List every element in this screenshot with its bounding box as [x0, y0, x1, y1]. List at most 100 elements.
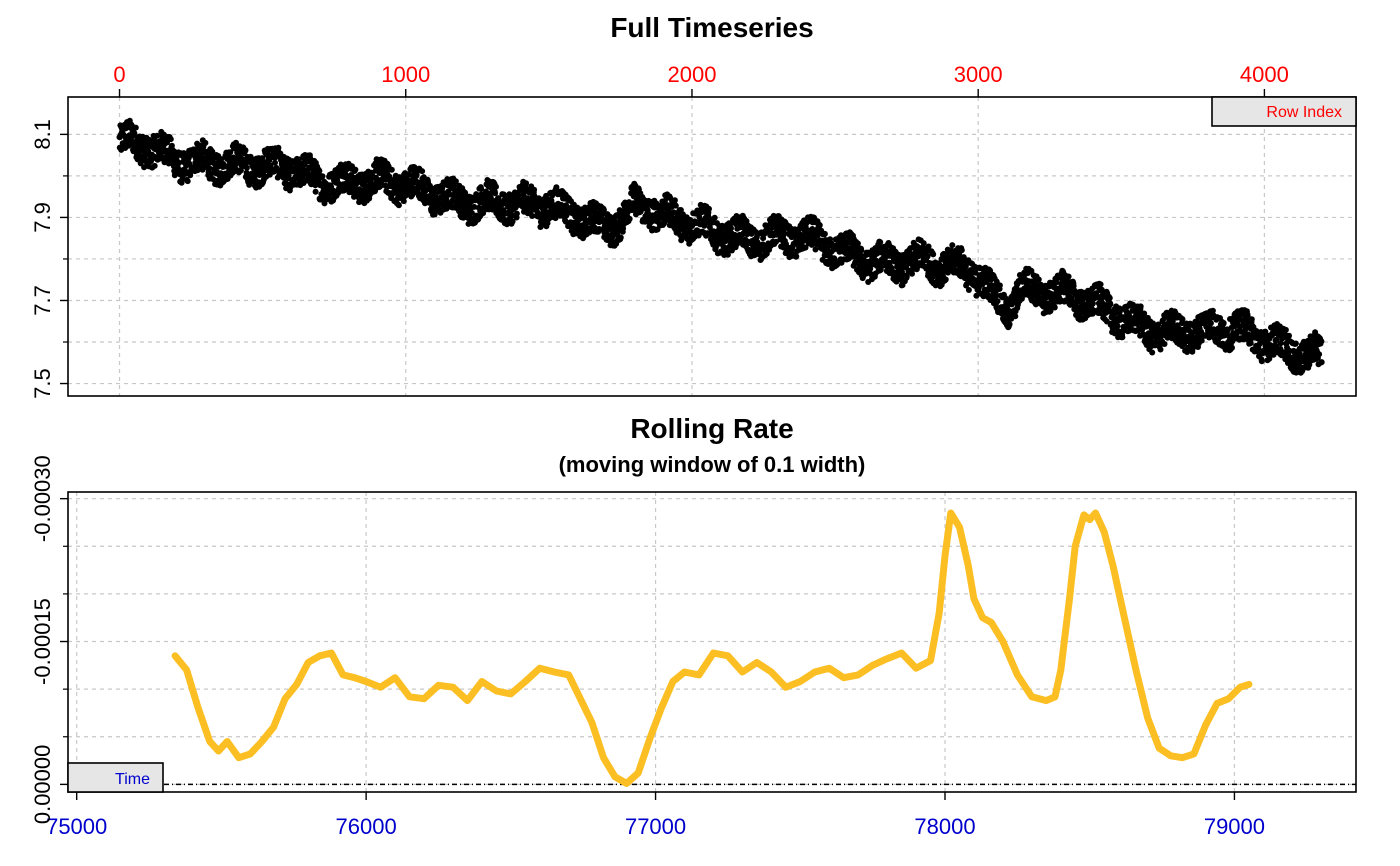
timeseries-point — [209, 148, 216, 155]
timeseries-point — [515, 192, 522, 199]
timeseries-point — [184, 178, 191, 185]
timeseries-point — [1286, 332, 1292, 339]
timeseries-point — [316, 167, 323, 174]
timeseries-point — [218, 156, 225, 163]
full-timeseries-title: Full Timeseries — [610, 12, 813, 43]
timeseries-point — [858, 247, 865, 254]
timeseries-point — [132, 124, 139, 131]
timeseries-point — [600, 206, 607, 213]
y-tick-label: 7.5 — [30, 368, 55, 399]
timeseries-point — [1318, 338, 1325, 345]
timeseries-point — [1198, 337, 1205, 344]
timeseries-point — [828, 240, 835, 247]
time-tick-label: 75000 — [46, 814, 107, 839]
y-tick-label: -0.00030 — [30, 455, 55, 542]
timeseries-point — [1035, 276, 1042, 283]
timeseries-point — [1098, 286, 1105, 293]
timeseries-point — [509, 212, 515, 219]
timeseries-point — [151, 162, 158, 169]
timeseries-point — [1089, 300, 1096, 307]
timeseries-point — [930, 251, 937, 258]
timeseries-point — [285, 172, 292, 179]
timeseries-point — [1318, 359, 1325, 366]
time-tag-box — [67, 762, 164, 793]
rolling-rate-line — [171, 509, 1253, 787]
timeseries-point — [480, 210, 487, 217]
timeseries-point — [1137, 303, 1144, 310]
timeseries-point — [388, 166, 395, 173]
rolling-rate-grid — [68, 492, 1356, 792]
timeseries-point — [513, 210, 520, 217]
timeseries-point — [400, 198, 407, 205]
timeseries-point — [1161, 341, 1168, 347]
timeseries-point — [1155, 321, 1162, 328]
timeseries-point — [131, 130, 138, 137]
timeseries-point — [1258, 358, 1265, 365]
timeseries-point — [227, 149, 234, 156]
timeseries-point — [994, 298, 1001, 305]
timeseries-point — [1229, 344, 1235, 351]
row-index-tag-label: Row Index — [1266, 104, 1342, 121]
timeseries-point — [154, 132, 160, 139]
timeseries-point — [1248, 316, 1255, 323]
row-index-tag-box — [1211, 96, 1357, 127]
timeseries-point — [812, 246, 819, 253]
full-timeseries-y-axis: 7.5 7.7 7.9 8.1 — [30, 119, 68, 399]
timeseries-point — [616, 207, 623, 214]
time-tick-label: 76000 — [336, 814, 397, 839]
timeseries-point — [242, 147, 249, 154]
timeseries-point — [816, 222, 823, 229]
timeseries-point — [1107, 301, 1114, 308]
timeseries-point — [678, 233, 685, 240]
row-index-tick-label: 2000 — [667, 62, 716, 87]
timeseries-point — [552, 215, 559, 222]
timeseries-point — [548, 197, 555, 204]
timeseries-point — [781, 230, 788, 237]
timeseries-point — [899, 269, 905, 275]
timeseries-point — [462, 189, 469, 196]
timeseries-point — [793, 253, 800, 260]
timeseries-point — [1097, 281, 1104, 288]
timeseries-point — [343, 172, 349, 179]
time-tick-label: 79000 — [1204, 814, 1265, 839]
rolling-rate-y-axis: 0.00000 -0.00015 -0.00030 — [30, 455, 68, 824]
timeseries-point — [626, 215, 633, 222]
timeseries-point — [958, 247, 965, 254]
timeseries-point — [903, 273, 910, 280]
timeseries-point — [1070, 283, 1077, 289]
timeseries-point — [973, 292, 980, 299]
timeseries-point — [1051, 304, 1058, 311]
time-tick-label: 77000 — [625, 814, 686, 839]
timeseries-point — [942, 276, 949, 283]
timeseries-point — [617, 234, 624, 241]
timeseries-point — [493, 183, 499, 190]
timeseries-point — [319, 173, 326, 180]
timeseries-point — [1106, 295, 1113, 301]
rolling-rate-series — [171, 509, 1253, 787]
timeseries-point — [984, 287, 991, 294]
timeseries-point — [924, 252, 931, 259]
timeseries-point — [857, 252, 864, 259]
timeseries-point — [802, 244, 809, 251]
timeseries-point — [1209, 307, 1216, 314]
timeseries-point — [877, 239, 884, 246]
timeseries-point — [529, 213, 536, 219]
timeseries-point — [1053, 279, 1060, 286]
timeseries-point — [1012, 313, 1019, 320]
timeseries-point — [821, 230, 828, 237]
timeseries-point — [237, 167, 244, 174]
timeseries-point — [1220, 320, 1227, 326]
row-index-tick-label: 1000 — [381, 62, 430, 87]
timeseries-point — [492, 190, 499, 197]
rolling-rate-title: Rolling Rate — [630, 413, 793, 444]
timeseries-point — [1116, 308, 1123, 315]
timeseries-point — [920, 240, 927, 247]
timeseries-point — [706, 205, 712, 212]
timeseries-point — [1114, 323, 1121, 329]
timeseries-point — [724, 251, 731, 258]
timeseries-point — [471, 203, 478, 210]
row-index-tick-label: 0 — [113, 62, 125, 87]
timeseries-point — [509, 218, 516, 225]
timeseries-point — [671, 197, 678, 204]
